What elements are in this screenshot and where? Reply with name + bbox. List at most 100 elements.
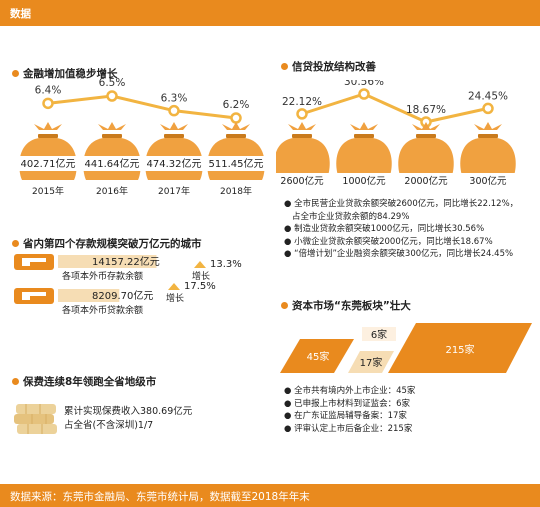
bullet-dot: [281, 302, 288, 309]
bag-tie: [354, 134, 374, 138]
chart-deposit: 14157.22亿元各项本外币存款余额13.3%增长8209.70亿元各项本外币…: [14, 254, 242, 316]
value-label: 441.64亿元: [85, 157, 140, 170]
coin-stack-icon: [14, 404, 57, 434]
category-label: 2017年: [158, 185, 190, 197]
value-label-bg: [142, 156, 206, 171]
growth-label: 30.56%: [344, 80, 384, 88]
bag-tie: [416, 134, 436, 138]
value-label-bg: [398, 173, 454, 187]
credit-note: ● “倍增计划”企业融资余额突破300亿元，同比增长24.45%: [284, 249, 514, 259]
header-bar: 数据: [0, 0, 540, 26]
bar-coaching: [348, 351, 394, 373]
item-name: 各项本外币贷款余额: [62, 304, 143, 316]
value-label: 2000亿元: [404, 175, 448, 187]
item-name: 各项本外币存款余额: [62, 270, 143, 282]
value-label: 474.32亿元: [147, 157, 202, 170]
bag-body: [460, 138, 516, 178]
category-label: 2016年: [96, 185, 128, 197]
capital-note: ● 评审认定上市后备企业：215家: [284, 423, 413, 434]
bar-label: 45家: [307, 350, 330, 363]
growth-point: [482, 102, 494, 115]
growth-label: 13.3%: [210, 259, 242, 270]
section-title-credit: 信贷投放结构改善: [292, 61, 376, 73]
growth-label: 17.5%: [184, 281, 216, 292]
money-bag-icon: [460, 122, 516, 178]
growth-word: 增长: [166, 292, 184, 304]
bag-top: [34, 122, 62, 130]
bag-tie: [226, 134, 246, 138]
growth-line: [47, 94, 237, 120]
growth-point: [168, 104, 180, 117]
header-title: 数据: [10, 8, 31, 20]
money-bag-icon: [19, 122, 77, 180]
capital-note: ● 在广东证监局辅导备案：17家: [284, 411, 407, 421]
bar-submitted: [362, 327, 396, 341]
bag-top: [350, 122, 378, 130]
value-label-bg: [336, 173, 392, 187]
bullet-dot: [12, 70, 19, 77]
credit-note: 占全市企业贷款余额的84.29%: [292, 211, 410, 222]
capital-notes: ● 全市共有境内外上市企业：45家 ● 已申报上市材料到证监会：6家 ● 在广东…: [284, 385, 415, 435]
value-label-bg: [16, 156, 80, 171]
bag-top: [412, 122, 440, 130]
money-bag-icon: [336, 122, 392, 178]
value-label: 511.45亿元: [209, 157, 264, 170]
value-bar: [58, 255, 157, 268]
value-label: 2600亿元: [280, 175, 324, 187]
bar-reserve: [388, 323, 532, 373]
value-label-bg: [460, 173, 516, 187]
growth-label: 22.12%: [282, 96, 322, 108]
growth-point: [42, 97, 54, 110]
up-arrow-icon: [194, 261, 206, 268]
value-label: 14157.22亿元: [92, 255, 160, 268]
insurance-total: 累计实现保费收入380.69亿元: [64, 406, 193, 417]
category-label: 2015年: [32, 185, 64, 197]
section-title-financial: 金融增加值稳步增长: [23, 68, 118, 80]
growth-label: 6.4%: [35, 84, 62, 96]
bar-label: 17家: [360, 356, 383, 369]
footer-source: 数据来源：东莞市金融局、东莞市统计局，数据截至2018年年末: [10, 491, 310, 503]
value-label-bg: [276, 173, 330, 187]
capital-note: ● 已申报上市材料到证监会：6家: [284, 398, 411, 409]
chart-credit: 22.12% 30.56% 18.67% 24.45% 2600亿元 1000亿元 2000…: [276, 80, 516, 187]
money-bag-icon: [83, 122, 141, 180]
section-title-capital: 资本市场“东莞板块”壮大: [292, 300, 411, 312]
money-bag-icon: [207, 122, 265, 180]
value-label: 402.71亿元: [21, 157, 76, 170]
bag-top: [474, 122, 502, 130]
growth-point: [358, 88, 370, 100]
value-label: 1000亿元: [342, 175, 386, 187]
capital-note: ● 全市共有境内外上市企业：45家: [284, 386, 416, 396]
bag-tie: [38, 134, 58, 138]
bag-top: [288, 122, 316, 130]
money-bag-icon: [276, 122, 330, 178]
growth-line: [301, 92, 489, 124]
growth-word: 增长: [192, 270, 210, 282]
value-label: 300亿元: [469, 175, 507, 187]
growth-point: [106, 90, 118, 102]
bar-label: 6家: [371, 328, 387, 341]
growth-point: [230, 112, 242, 124]
growth-label: 6.3%: [161, 93, 188, 105]
card-slot: [22, 258, 46, 266]
bullet-dot: [281, 63, 288, 70]
bag-top: [222, 122, 250, 130]
money-bag-icon: [145, 122, 203, 180]
money-bag-icon: [398, 122, 454, 178]
bar-label: 215家: [445, 343, 474, 356]
chart-capital: 45家 6家 17家 215家: [280, 323, 532, 373]
bag-top: [98, 122, 126, 130]
bullet-dot: [12, 378, 19, 385]
growth-label: 6.5%: [99, 78, 126, 89]
value-label-bg: [204, 156, 268, 171]
footer-bar: 数据来源：东莞市金融局、东莞市统计局，数据截至2018年年末: [0, 484, 540, 507]
bar-listed: [280, 339, 354, 373]
growth-point: [296, 108, 308, 120]
chart-financial: 6.4% 6.5% 6.3% 6.2% 402.71亿元 2015年 441.64亿元 201…: [16, 78, 268, 197]
value-bar: [58, 289, 120, 302]
bag-tie: [102, 134, 122, 138]
credit-notes: ● 全市民营企业贷款余额突破2600亿元，同比增长22.12%， 占全市企业贷款…: [284, 198, 518, 261]
credit-note: ● 小微企业贷款余额突破2000亿元，同比增长18.67%: [284, 236, 493, 247]
section-title-deposit: 省内第四个存款规模突破万亿元的城市: [23, 238, 202, 250]
up-arrow-icon: [168, 283, 180, 290]
